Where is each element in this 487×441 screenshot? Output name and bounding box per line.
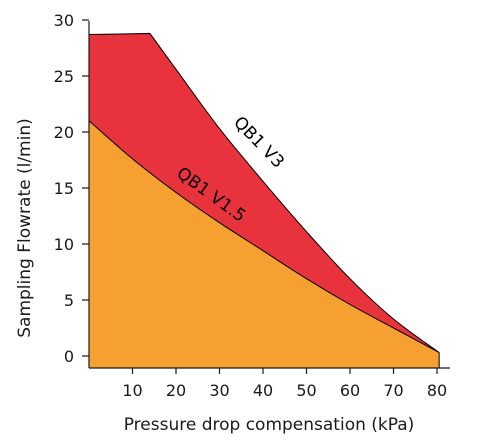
x-tick-label: 30 <box>209 381 229 400</box>
axes <box>88 21 450 369</box>
area-qb1-v1-5-line <box>88 120 440 354</box>
y-axis-title: Sampling Flowrate (l/min) <box>15 118 35 338</box>
y-tick-label: 30 <box>54 11 74 30</box>
x-tick-label: 70 <box>383 381 403 400</box>
plot-areas <box>88 32 440 368</box>
area-qb1-v1-5 <box>89 120 440 368</box>
y-ticks: 0 5 10 15 20 25 30 <box>54 11 89 366</box>
x-tick-label: 50 <box>296 381 316 400</box>
y-tick-label: 5 <box>64 291 74 310</box>
y-tick-label: 25 <box>54 67 74 86</box>
x-tick-label: 60 <box>340 381 360 400</box>
area-qb1-v3-line <box>88 32 440 354</box>
y-tick-label: 20 <box>54 123 74 142</box>
x-tick-label: 10 <box>122 381 142 400</box>
x-tick-label: 40 <box>253 381 273 400</box>
x-tick-label: 20 <box>166 381 186 400</box>
y-tick-label: 0 <box>64 347 74 366</box>
x-tick-label: 80 <box>427 381 447 400</box>
x-ticks: 10 20 30 40 50 60 70 80 <box>122 368 447 400</box>
y-tick-label: 10 <box>54 235 74 254</box>
x-axis-title: Pressure drop compensation (kPa) <box>124 415 415 435</box>
y-tick-label: 15 <box>54 179 74 198</box>
